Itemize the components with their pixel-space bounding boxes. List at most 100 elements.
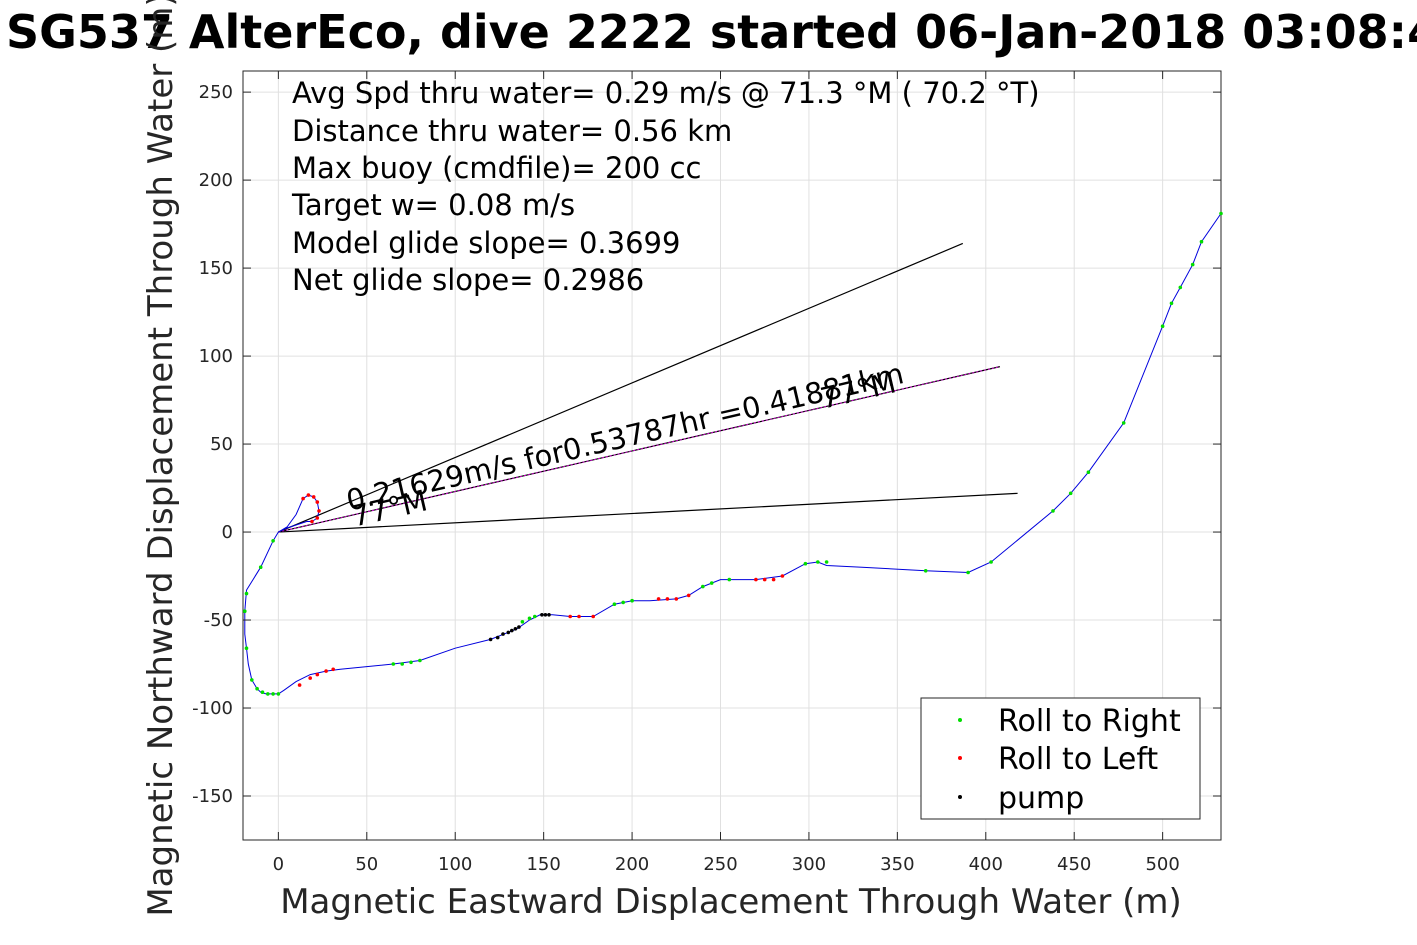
stat-model-glide-slope: Model glide slope= 0.3699 — [292, 226, 680, 260]
pump-point — [517, 625, 521, 629]
roll-to-right-point — [527, 616, 532, 621]
roll-to-left-point — [674, 597, 679, 601]
roll-to-left-point — [297, 683, 302, 687]
roll-to-left-point — [311, 495, 316, 499]
stats-block: Avg Spd thru water= 0.29 m/s @ 71.3 °M (… — [291, 76, 1040, 297]
annotations: 0.21629m/s for0.53787hr =0.41881km77°M77… — [343, 356, 907, 533]
x-tick-label: 200 — [615, 854, 649, 875]
roll-to-right-point — [1190, 262, 1195, 267]
roll-to-left-point — [315, 516, 320, 520]
legend-label-roll-right: Roll to Right — [998, 704, 1181, 739]
x-tick-label: 150 — [526, 854, 560, 875]
roll-to-right-point — [966, 570, 970, 575]
y-tick-label: -100 — [192, 698, 233, 719]
roll-to-left-point — [308, 676, 313, 680]
roll-to-left-point — [656, 597, 661, 601]
x-tick-label: 100 — [438, 854, 472, 875]
roll-to-left-point — [306, 493, 311, 497]
roll-to-right-point — [1068, 491, 1073, 496]
y-tick-label: 250 — [199, 82, 233, 103]
y-tick-label: 0 — [222, 522, 233, 543]
legend-marker-pump — [958, 795, 962, 799]
chart-title: SG537 AlterEco, dive 2222 started 06-Jan… — [6, 5, 1417, 59]
stat-avg-speed: Avg Spd thru water= 0.29 m/s @ 71.3 °M (… — [292, 76, 1040, 110]
pump-point — [547, 613, 551, 617]
roll-to-right-point — [260, 690, 265, 694]
pump-point — [506, 630, 511, 635]
roll-to-right-point — [701, 584, 705, 589]
legend-box — [920, 697, 1201, 820]
y-tick-label: 50 — [210, 434, 233, 455]
pump-point — [501, 632, 505, 636]
stat-net-glide-slope: Net glide slope= 0.2986 — [292, 263, 644, 297]
pump-point — [540, 613, 544, 617]
stat-max-buoy: Max buoy (cmdfile)= 200 cc — [292, 151, 701, 185]
x-tick-label: 450 — [1057, 854, 1091, 875]
x-tick-label: 400 — [969, 854, 1003, 875]
y-axis-ticks: -150 -100 -50 0 50 100 150 200 250 — [192, 82, 1221, 807]
roll-to-right-point — [520, 620, 525, 624]
y-axis-label: Magnetic Northward Displacement Through … — [141, 0, 181, 917]
roll-to-right-point — [1219, 211, 1223, 216]
reference-line-upper — [278, 242, 964, 533]
roll-to-left-point — [577, 614, 581, 619]
reference-lines — [278, 242, 1018, 533]
x-tick-label: 500 — [1145, 854, 1179, 875]
roll-to-left-point — [301, 496, 305, 501]
x-axis-ticks: 0 50 100 150 200 250 300 350 400 450 500 — [273, 71, 1180, 875]
dive-track-loop — [278, 494, 320, 533]
roll-to-right-point — [250, 678, 254, 682]
roll-to-left-point — [315, 672, 320, 677]
y-tick-label: 150 — [199, 258, 233, 279]
roll-to-right-point — [255, 686, 259, 691]
plot-frame — [242, 70, 1222, 841]
roll-to-right-point — [271, 539, 275, 543]
roll-to-left-point — [568, 614, 572, 619]
roll-to-left-point — [591, 614, 595, 619]
roll-to-left-point — [686, 593, 691, 598]
legend: Roll to Right Roll to Left pump — [920, 697, 1201, 820]
roll-to-left-point — [317, 509, 321, 513]
roll-to-right-point — [1178, 285, 1183, 290]
roll-to-right-point — [271, 692, 275, 696]
pump-point — [495, 635, 500, 640]
roll-to-left-point — [780, 574, 785, 578]
roll-to-left-point — [665, 597, 670, 601]
roll-to-right-point — [1169, 301, 1174, 306]
x-tick-label: 350 — [880, 854, 914, 875]
x-tick-label: 0 — [273, 854, 284, 875]
roll-to-left-point — [324, 669, 328, 673]
roll-to-right-point — [418, 658, 422, 663]
roll-to-right-point — [244, 591, 249, 596]
pump-point — [488, 637, 493, 642]
roll-to-left-point — [771, 577, 776, 582]
roll-to-right-point — [727, 577, 732, 582]
roll-to-right-point — [989, 560, 993, 564]
x-tick-label: 50 — [355, 854, 378, 875]
roll-to-right-point — [824, 560, 829, 564]
x-axis-label: Magnetic Eastward Displacement Through W… — [280, 882, 1182, 922]
x-tick-label: 250 — [703, 854, 737, 875]
reference-line-lower — [278, 492, 1018, 533]
y-tick-label: 200 — [199, 170, 233, 191]
roll-to-right-point — [1199, 239, 1204, 244]
roll-to-left-point — [315, 500, 320, 504]
roll-points — [243, 211, 1223, 696]
roll-to-right-point — [243, 609, 247, 613]
roll-to-right-point — [1051, 509, 1055, 513]
pump-point — [513, 627, 518, 631]
roll-to-right-point — [533, 614, 537, 619]
legend-marker-roll-right — [958, 718, 962, 722]
roll-to-right-point — [803, 561, 808, 566]
roll-to-right-point — [621, 600, 625, 605]
legend-label-roll-left: Roll to Left — [998, 742, 1158, 777]
pump-point — [510, 628, 514, 633]
roll-to-right-point — [630, 598, 634, 603]
roll-to-right-point — [1121, 421, 1126, 425]
roll-to-right-point — [400, 662, 405, 666]
roll-to-right-point — [923, 569, 928, 573]
x-tick-label: 300 — [792, 854, 826, 875]
reference-line-mean-overlay — [278, 366, 1001, 533]
roll-to-left-point — [331, 667, 336, 672]
